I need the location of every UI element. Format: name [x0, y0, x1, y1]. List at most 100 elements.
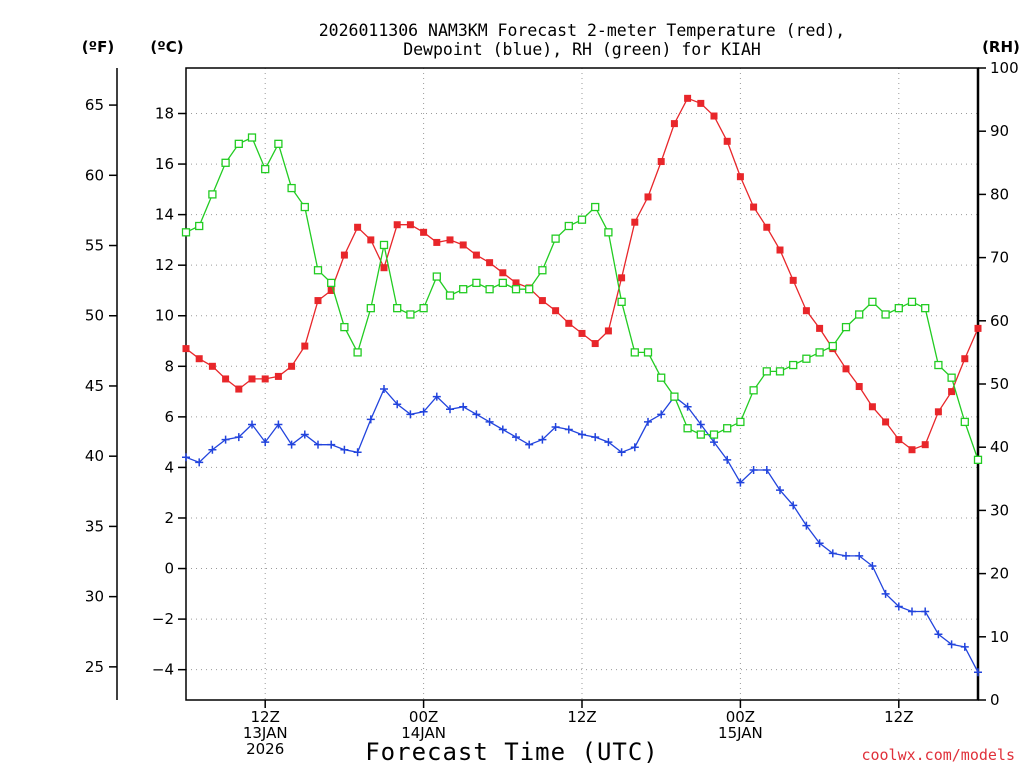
rh-point — [921, 304, 930, 313]
dewpoint-point — [406, 410, 415, 419]
dewpoint-point — [248, 420, 256, 429]
rh-point — [696, 430, 705, 439]
dewpoint-point — [380, 385, 388, 394]
rh-point — [723, 424, 732, 433]
dewpoint-point — [710, 438, 718, 447]
rh-point — [564, 221, 573, 231]
dewpoint-point — [485, 417, 494, 426]
rh-point — [472, 278, 481, 288]
celsius-unit-label: (ºC) — [150, 38, 183, 56]
rh-point — [643, 348, 653, 357]
dewpoint-point — [842, 551, 850, 560]
temperature-point — [802, 307, 810, 315]
temperature-point — [499, 269, 507, 277]
temperature-point — [948, 388, 956, 396]
temperature-point — [684, 94, 692, 102]
temperature-point — [644, 193, 652, 201]
temperature-point — [288, 362, 296, 370]
rh-point — [340, 322, 349, 332]
rh-tick-label: 70 — [990, 249, 1009, 267]
dewpoint-point — [195, 458, 204, 467]
dewpoint-point — [353, 448, 362, 457]
temperature-point — [578, 329, 586, 337]
series-relative-humidity — [181, 133, 983, 464]
temperature-point — [552, 307, 560, 315]
rh-point — [855, 310, 864, 319]
rh-point — [960, 417, 969, 427]
rh-point — [577, 215, 587, 224]
dewpoint-point — [221, 435, 230, 444]
temperature-point — [816, 324, 824, 332]
rh-tick-label: 50 — [990, 375, 1009, 393]
dewpoint-point — [881, 589, 890, 598]
time-tick-label: 14JAN — [401, 724, 446, 742]
dewpoint-point — [551, 422, 560, 431]
rh-point — [234, 139, 243, 148]
temperature-point — [248, 375, 256, 383]
rh-point — [261, 164, 270, 174]
temperature-point — [842, 365, 850, 373]
temperature-point — [921, 441, 929, 449]
time-tick-label: 2026 — [246, 740, 284, 758]
rh-tick-label: 40 — [990, 438, 1009, 456]
temperature-point — [710, 112, 718, 120]
temperature-point — [697, 99, 705, 107]
rh-tick-label: 80 — [990, 185, 1009, 203]
dewpoint-point — [815, 539, 824, 548]
dewpoint-point — [340, 445, 349, 454]
dewpoint-point — [327, 440, 336, 449]
temperature-point — [314, 297, 322, 305]
dewpoint-point — [287, 440, 296, 449]
temperature-point — [512, 279, 520, 287]
dewpoint-point — [630, 443, 639, 452]
rh-point — [485, 285, 494, 294]
dewpoint-point — [393, 400, 402, 409]
rh-point — [815, 348, 824, 357]
temperature-point — [591, 340, 599, 348]
rh-point — [459, 285, 468, 294]
rh-point — [300, 202, 309, 212]
dewpoint-point — [696, 420, 705, 429]
rh-point — [762, 367, 771, 376]
rh-point — [393, 304, 402, 313]
temperature-point — [235, 385, 243, 393]
temperature-point — [776, 246, 784, 254]
rh-tick-label: 10 — [990, 628, 1009, 646]
dewpoint-point — [525, 440, 534, 449]
rh-point — [657, 373, 666, 382]
data-series — [181, 94, 983, 677]
temperature-point — [855, 383, 863, 391]
temperature-point — [433, 238, 441, 246]
temperature-point — [472, 251, 480, 259]
dewpoint-point — [591, 433, 600, 442]
temperature-point — [261, 375, 269, 383]
dewpoint-point — [446, 405, 454, 414]
rh-point — [327, 278, 336, 288]
fahrenheit-tick-label: 50 — [85, 307, 104, 325]
rh-point — [736, 417, 745, 427]
dewpoint-point — [657, 410, 666, 419]
temperature-point — [604, 327, 612, 335]
rh-point — [432, 272, 441, 281]
temperature-point — [222, 375, 230, 383]
rh-point — [881, 310, 890, 319]
celsius-tick-label: 12 — [155, 256, 174, 274]
rh-point — [181, 228, 191, 237]
dewpoint-point — [274, 420, 283, 429]
celsius-tick-label: 6 — [164, 408, 174, 426]
dewpoint-point — [564, 425, 573, 434]
rh-point — [947, 373, 956, 382]
dewpoint-point — [498, 425, 507, 434]
dewpoint-point — [419, 407, 428, 416]
time-tick-label: 15JAN — [718, 724, 763, 742]
rh-point — [894, 304, 903, 313]
rh-tick-label: 30 — [990, 501, 1009, 519]
rh-point — [406, 310, 415, 319]
dewpoint-point — [921, 607, 930, 616]
series-dewpoint — [182, 385, 982, 677]
fahrenheit-tick-label: 30 — [85, 588, 104, 606]
temperature-point — [538, 297, 546, 305]
dewpoint-point — [855, 551, 864, 560]
time-tick-label: 13JAN — [243, 724, 288, 742]
